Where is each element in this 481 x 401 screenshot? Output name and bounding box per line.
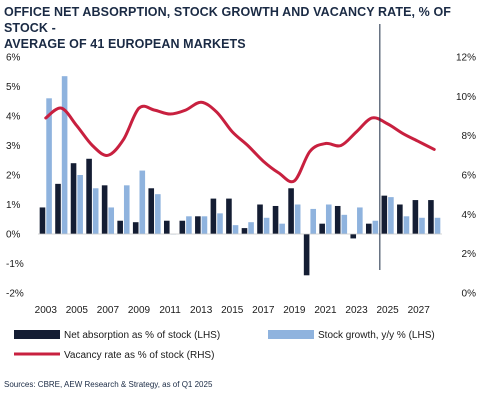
x-axis-tick-label: 2017 [252, 305, 275, 316]
chart-title-line2: AVERAGE OF 41 EUROPEAN MARKETS [4, 37, 246, 51]
right-axis-tick-label: 2% [462, 249, 477, 260]
net-absorption-bar [365, 223, 372, 234]
net-absorption-bar [381, 195, 388, 234]
net-absorption-bar [428, 200, 434, 234]
right-axis-tick-label: 12% [456, 53, 476, 64]
left-axis-tick-label: 6% [6, 53, 21, 64]
x-axis-tick-label: 2007 [97, 305, 120, 316]
stock-growth-bar [263, 217, 270, 234]
stock-growth-bar [310, 208, 317, 234]
legend: Net absorption as % of stock (LHS) Stock … [14, 330, 435, 361]
x-axis-tick-label: 2025 [376, 305, 399, 316]
stock-growth-bar [357, 207, 363, 234]
net-absorption-bar [272, 205, 279, 234]
net-absorption-bar [148, 188, 155, 234]
stock-growth-bar [61, 76, 68, 234]
legend-swatch-net-absorption [14, 330, 60, 339]
vacancy-rate-line [44, 100, 436, 184]
stock-growth-bars [46, 76, 441, 235]
stock-growth-bar [77, 175, 83, 234]
stock-growth-bar [388, 197, 394, 234]
stock-growth-bar [279, 223, 285, 234]
x-axis-tick-label: 2009 [128, 305, 151, 316]
stock-growth-bar [46, 98, 52, 234]
stock-growth-bar [341, 214, 348, 234]
left-axis-tick-label: -2% [6, 289, 24, 300]
x-axis-tick-label: 2011 [159, 305, 181, 316]
left-axis-ticks: 6% 5% 4% 3% 2% 1% 0% -1% -2% [6, 53, 24, 300]
net-absorption-bar [55, 183, 61, 234]
source-note: Sources: CBRE, AEW Research & Strategy, … [4, 380, 213, 389]
stock-growth-bar [372, 220, 379, 234]
right-axis-tick-label: 10% [456, 92, 476, 103]
stock-growth-bar [108, 207, 115, 234]
net-absorption-bar [319, 223, 325, 234]
net-absorption-bar [303, 234, 310, 276]
x-axis-tick-label: 2005 [66, 305, 89, 316]
x-axis-ticks: 2003 2005 2007 2009 2011 2013 2015 2017 2019 2021… [35, 305, 431, 316]
x-axis-tick-label: 2003 [35, 305, 58, 316]
net-absorption-bar [257, 204, 263, 234]
net-absorption-bar [195, 216, 201, 234]
net-absorption-bar [397, 204, 403, 234]
legend-label-net-absorption: Net absorption as % of stock (LHS) [64, 330, 220, 341]
stock-growth-bar [139, 170, 146, 234]
stock-growth-bar [248, 222, 254, 234]
left-axis-tick-label: 4% [6, 112, 21, 123]
net-absorption-bar [86, 158, 92, 234]
stock-growth-bar [92, 188, 99, 234]
right-axis-tick-label: 8% [462, 131, 477, 142]
net-absorption-bar [132, 222, 139, 234]
stock-growth-bar [294, 204, 301, 234]
stock-growth-bar [434, 217, 441, 234]
stock-growth-bar [217, 213, 223, 234]
net-absorption-bar [241, 228, 248, 234]
x-axis-tick-label: 2023 [345, 305, 368, 316]
stock-growth-bar [186, 216, 192, 234]
left-axis-tick-label: 5% [6, 82, 21, 93]
net-absorption-bar [70, 163, 77, 234]
right-axis-tick-label: 0% [462, 289, 477, 300]
legend-label-stock-growth: Stock growth, y/y % (LHS) [318, 330, 435, 341]
x-axis-tick-label: 2019 [283, 305, 306, 316]
legend-label-vacancy: Vacancy rate as % of stock (RHS) [64, 350, 214, 361]
net-absorption-bar [39, 207, 46, 234]
right-axis-tick-label: 6% [462, 171, 477, 182]
net-absorption-bar [210, 198, 217, 234]
left-axis-tick-label: 0% [6, 230, 21, 241]
left-axis-tick-label: 2% [6, 171, 21, 182]
net-absorption-bar [117, 220, 123, 234]
net-absorption-bar [334, 205, 341, 234]
stock-growth-bar [155, 194, 161, 234]
stock-growth-bar [232, 225, 239, 234]
net-absorption-bar [226, 198, 232, 234]
x-axis-tick-label: 2021 [314, 305, 337, 316]
net-absorption-bars [39, 158, 434, 276]
net-absorption-bar [288, 188, 294, 234]
x-axis-tick-label: 2015 [221, 305, 244, 316]
left-axis-tick-label: -1% [6, 259, 24, 270]
net-absorption-bar [412, 200, 419, 234]
chart-title: OFFICE NET ABSORPTION, STOCK GROWTH AND … [4, 4, 476, 52]
right-axis-tick-label: 4% [462, 210, 477, 221]
net-absorption-bar [179, 220, 186, 234]
stock-growth-bar [419, 217, 425, 234]
stock-growth-bar [123, 185, 130, 234]
net-absorption-bar [350, 234, 357, 239]
chart-title-line1: OFFICE NET ABSORPTION, STOCK GROWTH AND … [4, 5, 452, 35]
legend-swatch-stock-growth [268, 330, 314, 339]
vacancy-line [44, 100, 436, 184]
x-axis-tick-label: 2027 [408, 305, 431, 316]
stock-growth-bar [325, 204, 332, 234]
net-absorption-bar [163, 220, 170, 234]
right-axis-ticks: 12% 10% 8% 6% 4% 2% 0% [456, 53, 476, 300]
net-absorption-bar [101, 185, 108, 234]
x-axis-tick-label: 2013 [190, 305, 213, 316]
left-axis-tick-label: 3% [6, 141, 21, 152]
stock-growth-bar [403, 216, 410, 234]
left-axis-tick-label: 1% [6, 200, 21, 211]
stock-growth-bar [201, 216, 208, 234]
